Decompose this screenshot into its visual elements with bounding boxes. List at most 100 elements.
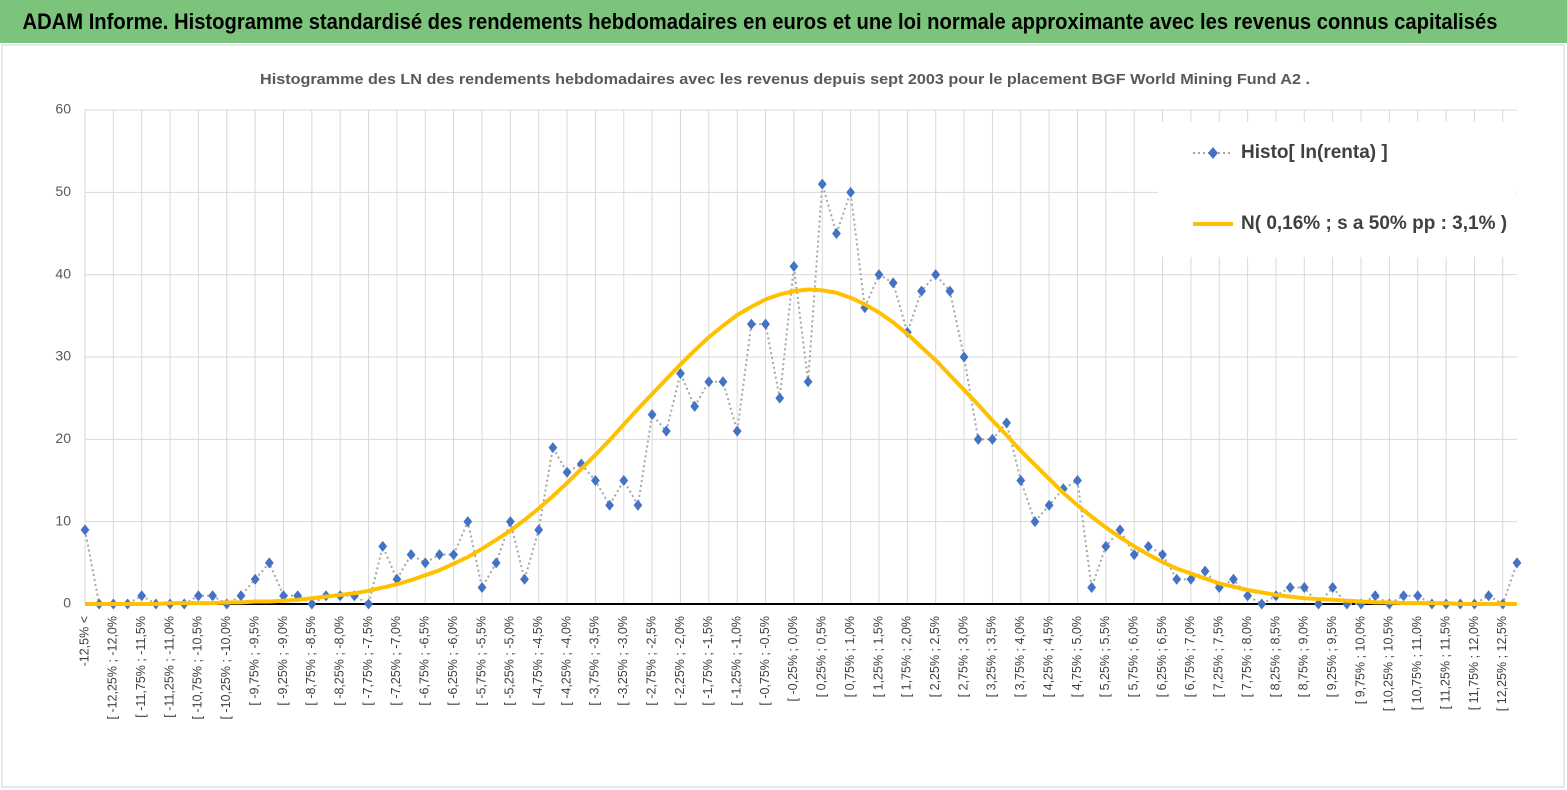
x-tick-label: [ -5,75% ; -5,5% — [474, 616, 488, 706]
legend-label: N( 0,16% ; s a 50% pp : 3,1% ) — [1241, 213, 1507, 234]
data-point — [690, 400, 700, 412]
x-tick-label: [ 0,75% ; 1,0% — [843, 616, 857, 697]
data-point — [406, 549, 416, 561]
data-point — [1328, 582, 1338, 594]
x-tick-label: [ 11,75% ; 12,0% — [1467, 616, 1481, 710]
data-point — [874, 269, 884, 281]
data-point — [661, 425, 671, 437]
data-point — [534, 524, 544, 536]
y-tick-label: 40 — [55, 265, 71, 281]
data-point — [1399, 590, 1408, 602]
data-point — [732, 425, 742, 437]
x-tick-label: [ 2,25% ; 2,5% — [928, 616, 942, 697]
header-bar — [0, 0, 1567, 43]
x-tick-label: [ -0,25% ; 0,0% — [786, 616, 800, 701]
data-point — [746, 318, 756, 330]
x-tick-label: [ -2,25% ; -2,0% — [673, 616, 687, 706]
x-tick-label: [ -3,75% ; -3,5% — [588, 616, 602, 706]
data-point — [676, 367, 685, 379]
data-point — [917, 285, 926, 297]
x-tick-label: [ -9,25% ; -9,0% — [276, 616, 290, 706]
y-tick-label: 60 — [55, 101, 71, 117]
x-tick-label: [ 9,25% ; 9,5% — [1325, 616, 1339, 697]
series-line — [85, 287, 1517, 606]
data-point — [817, 178, 827, 190]
data-point — [1243, 590, 1253, 602]
data-point — [378, 540, 388, 552]
data-point — [846, 186, 856, 198]
x-tick-label: [ -10,75% ; -10,5% — [191, 616, 205, 720]
data-point — [1158, 549, 1167, 561]
data-point — [1073, 475, 1082, 486]
x-tick-label: [ -7,25% ; -7,0% — [389, 616, 403, 706]
data-point — [250, 573, 260, 585]
data-point — [633, 499, 643, 511]
legend-box — [1158, 122, 1516, 257]
x-tick-label: -12,5% < — [77, 616, 91, 666]
data-point — [1030, 516, 1040, 528]
data-point — [1002, 417, 1011, 429]
x-tick-label: [ -5,25% ; -5,0% — [503, 616, 517, 706]
y-tick-label: 20 — [55, 430, 71, 446]
data-point — [505, 516, 515, 528]
data-point — [605, 499, 614, 511]
data-point — [945, 285, 955, 297]
data-point — [959, 351, 969, 363]
data-point — [137, 590, 147, 602]
data-point — [761, 318, 770, 330]
x-tick-label: [ 3,25% ; 3,5% — [985, 616, 999, 697]
data-point — [1314, 598, 1323, 610]
chart-subtitle: Histogramme des LN des rendements hebdom… — [260, 71, 1310, 88]
x-tick-label: [ -11,25% ; -11,0% — [162, 616, 176, 718]
data-point — [279, 590, 288, 602]
data-point — [647, 409, 657, 421]
data-point — [236, 590, 246, 602]
data-point — [1299, 582, 1309, 594]
x-tick-label: [ -8,25% ; -8,0% — [333, 616, 347, 706]
x-tick-label: [ 8,25% ; 8,5% — [1268, 616, 1282, 697]
data-point — [619, 475, 629, 486]
data-point — [562, 466, 572, 478]
y-tick-label: 30 — [55, 348, 71, 364]
data-point — [1016, 475, 1026, 486]
y-tick-label: 10 — [55, 512, 71, 528]
data-point — [973, 433, 983, 445]
data-point — [1172, 573, 1182, 585]
legend-marker — [1208, 147, 1218, 159]
header-title: ADAM Informe. Histogramme standardisé de… — [23, 9, 1498, 34]
x-tick-label: [ 7,75% ; 8,0% — [1240, 616, 1254, 697]
x-tick-label: [ -2,75% ; -2,5% — [644, 616, 658, 706]
data-point — [1413, 590, 1423, 602]
x-tick-label: [ -11,75% ; -11,5% — [134, 616, 148, 718]
x-tick-label: [ -1,75% ; -1,5% — [701, 616, 715, 706]
data-point — [1044, 499, 1054, 511]
x-tick-label: [ 9,75% ; 10,0% — [1353, 616, 1367, 704]
data-point — [591, 475, 600, 486]
data-point — [1129, 549, 1139, 561]
data-point — [1115, 524, 1125, 536]
data-point — [449, 549, 459, 561]
data-point — [520, 573, 529, 585]
x-tick-label: [ 6,75% ; 7,0% — [1183, 616, 1197, 697]
data-point — [420, 557, 430, 569]
data-point — [1087, 582, 1097, 594]
data-point — [988, 433, 997, 445]
data-point — [491, 557, 501, 569]
x-tick-label: [ 11,25% ; 11,5% — [1438, 616, 1452, 709]
x-tick-label: [ -10,25% ; -10,0% — [219, 616, 233, 720]
y-tick-label: 50 — [55, 183, 71, 199]
x-tick-label: [ -6,75% ; -6,5% — [418, 616, 432, 706]
data-point — [789, 260, 799, 272]
x-tick-label: [ -12,25% ; -12,0% — [106, 616, 120, 720]
x-tick-label: [ 10,25% ; 10,5% — [1382, 616, 1396, 711]
x-tick-label: [ 1,25% ; 1,5% — [871, 616, 885, 697]
x-tick-label: [ 7,25% ; 7,5% — [1212, 616, 1226, 697]
data-point — [775, 392, 785, 404]
data-point — [194, 590, 203, 602]
data-point — [1229, 573, 1238, 585]
x-tick-label: [ 2,75% ; 3,0% — [956, 616, 970, 697]
x-tick-label: [ -6,25% ; -6,0% — [446, 616, 460, 706]
data-point — [1186, 573, 1196, 585]
x-tick-label: [ -4,75% ; -4,5% — [531, 616, 545, 706]
